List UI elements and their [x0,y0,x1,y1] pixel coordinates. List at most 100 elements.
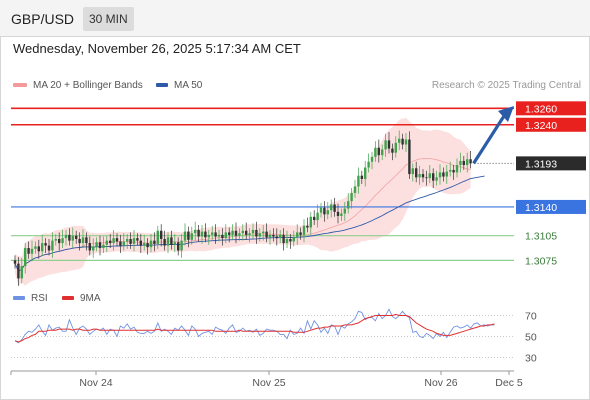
candle-body [173,242,176,245]
candle-body [387,140,391,149]
candle-body [469,159,472,164]
legend-rsi-ma: 9MA [62,293,101,304]
candle-body [350,192,353,202]
candle-body [432,173,435,181]
candle-body [180,240,183,251]
candle-body [153,240,156,244]
candle-body [221,234,224,239]
candle-body [258,233,261,237]
candle-body [408,139,411,175]
candle-body [398,138,401,143]
candle-body [319,207,323,213]
candle-body [326,210,329,215]
candle-body [418,174,421,178]
candle-body [296,232,299,238]
candle-body [78,238,81,244]
candle-body [411,168,414,175]
candle-body [268,234,272,238]
candle-body [143,243,146,246]
candle-body [17,263,20,279]
candle-body [190,233,193,240]
candle-body [92,246,95,251]
candle-body [224,232,227,239]
candle-body [119,241,122,246]
candle-body [384,140,387,150]
candle-body [279,234,282,239]
candle-body [30,248,34,254]
ma50-swatch [156,83,168,88]
candle-body [401,138,404,145]
candle-body [289,238,292,242]
candle-body [95,242,98,247]
candle-body [24,248,27,267]
legend-ma50-label: MA 50 [174,80,203,91]
candle-body [132,238,136,244]
candle-body [61,238,64,244]
candle-body [245,230,248,235]
candle-body [13,260,17,264]
candle-body [415,168,418,178]
rsi-tick-50: 50 [525,332,537,344]
candle-body [71,235,74,241]
candle-body [187,231,190,240]
candle-body [20,266,23,279]
candle-body [200,231,204,237]
candle-body [313,216,316,221]
candle-body [374,147,377,157]
candle-body [146,243,149,248]
candle-body [347,201,350,209]
rsi-swatch [13,296,25,301]
candle-body [58,238,61,244]
candle-body [228,232,231,235]
chart-datetime: Wednesday, November 26, 2025 5:17:34 AM … [13,41,301,56]
candle-body [156,230,159,244]
candle-body [129,238,132,244]
candle-body [449,169,452,172]
candle-body [391,148,394,153]
last-price-label: 1.3193 [525,158,557,170]
candle-body [343,208,346,214]
candle-body [98,242,102,249]
candle-body [306,225,309,228]
candle-body [207,234,210,238]
x-tick-label: Nov 26 [424,377,457,389]
candle-body [251,229,255,234]
candle-body [309,216,312,228]
rsi-ma-swatch [62,296,74,301]
candle-body [234,230,238,236]
candle-body [37,246,40,252]
candle-body [360,175,363,179]
candle-body [204,231,207,238]
candle-body [238,233,241,236]
candle-body [139,240,142,246]
candle-body [340,213,343,216]
candle-body [68,234,71,241]
symbol-label: GBP/USD [11,11,75,27]
candle-body [115,238,119,242]
credit-text: Research © 2025 Trading Central [431,80,581,91]
candle-body [27,248,30,254]
candle-body [183,231,187,241]
bollinger-band [15,118,471,286]
chart-panel [0,36,590,400]
candle-body [47,245,51,251]
candle-body [109,240,112,244]
candle-body [336,211,340,216]
candle-body [272,234,275,237]
candle-body [421,174,425,178]
candle-body [425,177,428,179]
level-badge-1.3240 [516,117,586,132]
candle-body [194,229,197,234]
candle-body [377,147,380,156]
x-tick-label: Nov 25 [252,377,285,389]
candle-body [316,212,319,221]
timeframe-button[interactable]: 30 MIN [83,7,134,31]
candle-body [41,243,44,252]
legend-ma20: MA 20 + Bollinger Bands [13,80,143,91]
candle-body [442,172,445,177]
candle-body [282,234,285,244]
candle-body [445,171,448,177]
candle-body [170,237,173,245]
candle-body [333,204,336,212]
candle-body [265,231,268,238]
